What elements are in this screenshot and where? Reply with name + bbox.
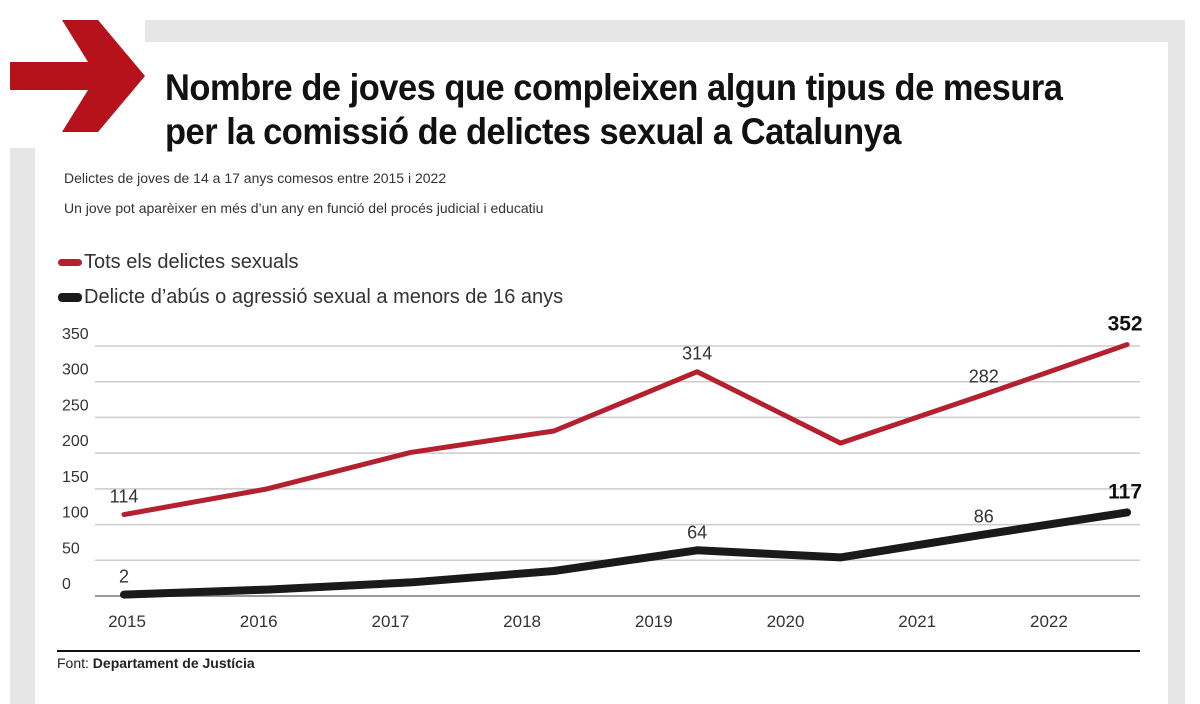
data-label: 114 <box>110 487 139 507</box>
legend-item-black: Delicte d’abús o agressió sexual a menor… <box>58 286 563 309</box>
y-tick-label: 0 <box>62 576 71 593</box>
x-tick-label: 2020 <box>767 612 805 631</box>
x-tick-label: 2017 <box>371 612 409 631</box>
x-tick-label: 2016 <box>240 612 278 631</box>
y-tick-label: 200 <box>62 433 89 450</box>
series-line-red <box>121 342 1130 518</box>
x-tick-label: 2018 <box>503 612 541 631</box>
y-tick-label: 50 <box>62 540 80 557</box>
data-label: 352 <box>1108 313 1143 336</box>
y-tick-label: 350 <box>62 326 89 343</box>
y-tick-label: 150 <box>62 469 89 486</box>
series-line-black <box>120 508 1132 599</box>
subtitle-note: Un jove pot aparèixer en més d’un any en… <box>64 200 544 216</box>
data-label: 314 <box>682 344 712 364</box>
x-tick-label: 2022 <box>1030 612 1068 631</box>
subtitle: Delictes de joves de 14 a 17 anys comeso… <box>64 170 447 186</box>
data-label: 2 <box>119 567 129 587</box>
y-tick-label: 100 <box>62 505 89 522</box>
legend-swatch <box>58 293 82 302</box>
y-tick-label: 300 <box>62 362 89 379</box>
x-tick-label: 2019 <box>635 612 673 631</box>
chart-title: Nombre de joves que compleixen algun tip… <box>165 67 1063 152</box>
data-label: 86 <box>974 507 994 527</box>
data-label: 282 <box>969 367 999 387</box>
legend-swatch <box>58 259 82 266</box>
source-note: Font: Departament de Justícia <box>57 655 255 671</box>
data-label: 64 <box>687 522 707 542</box>
y-tick-label: 250 <box>62 397 89 414</box>
data-label: 117 <box>1108 480 1142 503</box>
x-tick-label: 2021 <box>898 612 936 631</box>
legend-item-red: Tots els delictes sexuals <box>58 251 299 274</box>
arrow-icon <box>10 20 145 132</box>
x-tick-label: 2015 <box>108 612 146 631</box>
